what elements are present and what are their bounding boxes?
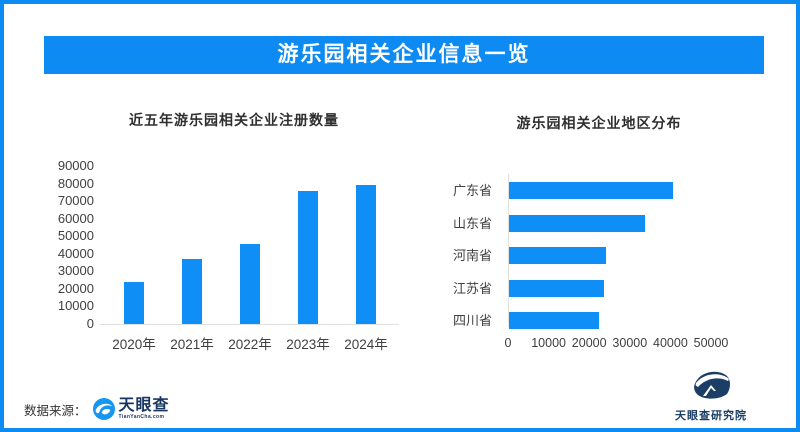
institute-name: 天眼查研究院 (675, 410, 747, 422)
region-bar-广东省 (509, 182, 673, 199)
registration-bar-2020年 (124, 282, 144, 324)
registration-y-axis: 0 10000 20000 30000 40000 50000 60000 70000 8000… (44, 158, 94, 331)
registration-x-tick: 2023年 (286, 337, 330, 352)
region-plot-area (508, 174, 719, 329)
registration-y-tick: 30000 (57, 263, 94, 279)
registration-bar-2024年 (356, 185, 376, 324)
region-x-tick: 20000 (571, 336, 607, 350)
registration-bar-2023年 (298, 191, 318, 324)
region-category-label: 江苏省 (452, 281, 492, 296)
registration-y-tick: 80000 (57, 175, 94, 191)
region-category-label: 山东省 (452, 216, 492, 231)
tianyancha-brand-domain: TianYanCha.com (118, 414, 165, 420)
tianyancha-logo: 天眼查 TianYanCha.com (92, 398, 170, 420)
region-x-tick: 0 (504, 336, 512, 350)
registration-y-tick: 50000 (57, 228, 94, 244)
registration-y-tick: 70000 (57, 193, 94, 209)
registration-plot-area (99, 166, 399, 325)
region-category-label: 河南省 (452, 248, 492, 263)
region-bar-河南省 (509, 247, 606, 264)
data-source-label: 数据来源： (24, 403, 87, 418)
registration-x-tick: 2020年 (112, 337, 156, 352)
region-x-axis: 0 10000 20000 30000 40000 50000 (504, 336, 729, 352)
registration-y-tick: 20000 (57, 280, 94, 296)
registration-chart-title: 近五年游乐园相关企业注册数量 (129, 112, 339, 128)
region-category-axis: 广东省山东省河南省江苏省四川省 (444, 174, 500, 328)
registration-y-tick: 90000 (57, 158, 94, 173)
registration-x-tick: 2022年 (228, 337, 272, 352)
region-bar-山东省 (509, 215, 645, 232)
tianyancha-brand-name: 天眼查 (118, 397, 170, 414)
registration-bar-2022年 (240, 244, 260, 324)
registration-x-axis: 2020年 2021年 2022年 2023年 2024年 (99, 333, 399, 352)
region-x-tick: 30000 (612, 336, 648, 350)
registration-y-tick: 10000 (57, 298, 94, 314)
region-x-tick: 10000 (531, 336, 566, 350)
region-category-label: 四川省 (452, 313, 492, 328)
region-category-label: 广东省 (452, 183, 492, 198)
institute-mountain-icon (689, 370, 733, 405)
registration-y-tick: 60000 (57, 210, 94, 226)
region-bar-四川省 (509, 312, 599, 329)
region-chart-title: 游乐园相关企业地区分布 (516, 115, 682, 131)
tianyancha-wordmark: 天眼查 TianYanCha.com (119, 398, 170, 420)
region-x-tick: 40000 (653, 336, 688, 350)
page-title: 游乐园相关企业信息一览 (44, 36, 764, 74)
region-x-tick: 50000 (693, 336, 729, 350)
data-source-row: 数据来源： 天眼查 TianYanCha.com (24, 394, 170, 424)
registration-x-tick: 2021年 (170, 337, 214, 352)
registration-x-tick: 2024年 (344, 337, 388, 352)
research-institute-logo: 天眼查研究院 (656, 370, 766, 423)
registration-y-tick: 40000 (57, 245, 94, 261)
region-bar-江苏省 (509, 280, 604, 297)
registration-y-tick: 0 (86, 316, 94, 331)
registration-bar-2021年 (182, 259, 202, 324)
tianyancha-eye-icon (92, 398, 115, 420)
